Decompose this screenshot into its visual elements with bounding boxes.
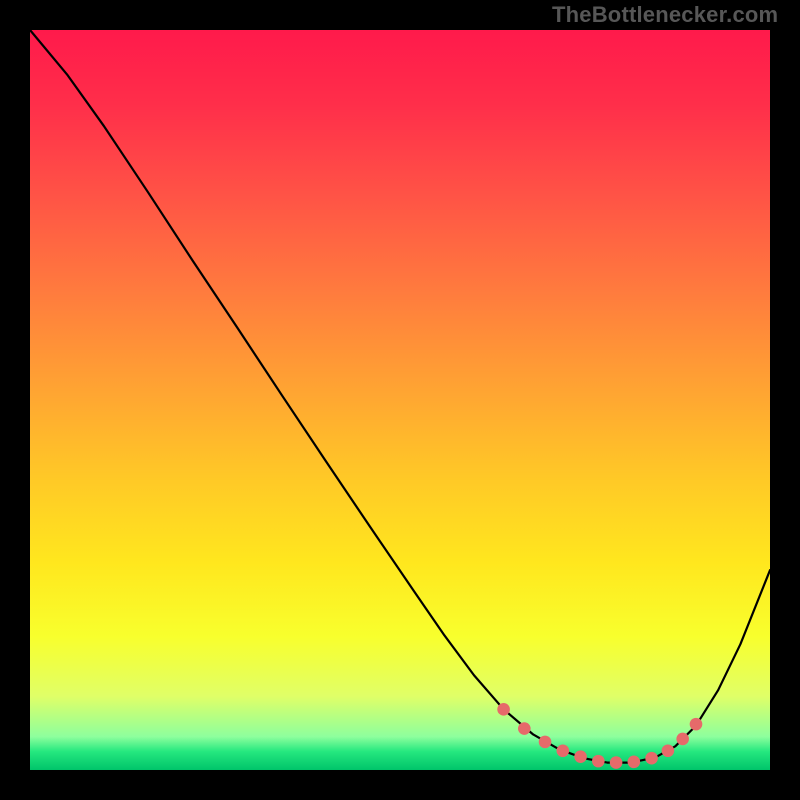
valley-marker bbox=[610, 756, 623, 769]
valley-marker bbox=[518, 722, 531, 735]
valley-marker bbox=[574, 750, 587, 763]
valley-marker bbox=[557, 744, 570, 757]
valley-marker bbox=[676, 733, 689, 746]
valley-marker bbox=[628, 756, 641, 769]
valley-marker bbox=[645, 752, 658, 765]
valley-marker bbox=[662, 744, 675, 757]
watermark-text: TheBottlenecker.com bbox=[552, 2, 778, 28]
valley-marker bbox=[690, 718, 703, 731]
valley-marker bbox=[497, 703, 510, 716]
valley-marker bbox=[539, 736, 552, 749]
valley-marker bbox=[592, 755, 605, 768]
gradient-background bbox=[30, 30, 770, 770]
